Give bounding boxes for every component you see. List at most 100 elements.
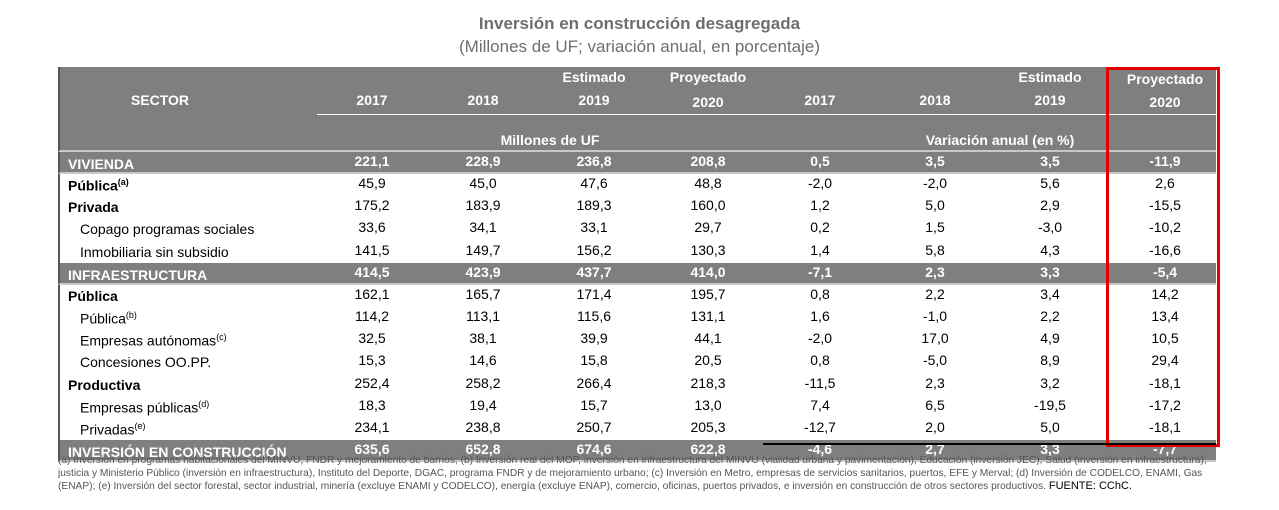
table-cell: -18,1 <box>1149 374 1181 391</box>
header-col-year: 2020 <box>692 94 724 110</box>
table-cell: 29,4 <box>1151 352 1179 369</box>
table-cell: 2,2 <box>1040 307 1060 324</box>
row-label: Empresas autónomas(c) <box>80 332 227 349</box>
table-cell: 228,9 <box>465 153 501 169</box>
table-cell: 622,8 <box>690 441 726 458</box>
table-cell: 6,5 <box>925 396 945 413</box>
table-cell: 2,3 <box>925 374 945 391</box>
footnote: (a) Inversión en programas habitacionale… <box>58 454 1218 493</box>
table-cell: 5,8 <box>925 241 945 258</box>
table-cell: 183,9 <box>465 197 501 214</box>
table-cell: 674,6 <box>576 441 612 458</box>
table-cell: 4,3 <box>1040 241 1060 258</box>
table-cell: 10,5 <box>1151 330 1179 347</box>
table-cell: 437,7 <box>576 263 612 280</box>
table-cell: 15,8 <box>580 352 608 369</box>
row-label-text: INFRAESTRUCTURA <box>68 266 208 283</box>
row-label: Pública <box>68 288 118 304</box>
table-cell: 114,2 <box>355 307 389 324</box>
row-label: INFRAESTRUCTURA <box>68 267 207 283</box>
row-label: Concesiones OO.PP. <box>80 354 211 370</box>
row-label: Productiva <box>68 377 140 393</box>
table-bottom-line <box>763 443 1216 445</box>
table-cell: 234,1 <box>354 418 390 435</box>
table-cell: 141,5 <box>354 241 390 258</box>
table-cell: 1,4 <box>810 241 830 258</box>
footnote-ref: (c) <box>216 332 227 343</box>
units-variation: Variación anual (en %) <box>925 132 1075 148</box>
table-cell: 2,9 <box>1040 197 1060 214</box>
row-label-text: INVERSIÓN EN CONSTRUCCIÓN <box>68 444 287 461</box>
table-cell: 149,7 <box>465 241 501 258</box>
table-cell: 0,5 <box>810 153 830 169</box>
table-header: SECTOR 2017 2018 Estimado 2019 Proyectado 202… <box>58 67 1216 131</box>
table-row: Privada 175,2 183,9 189,3 160,0 1,2 5,0 2,9 -15,… <box>58 196 1216 219</box>
table-cell: 131,1 <box>690 307 726 324</box>
header-sector: SECTOR <box>130 92 190 108</box>
table-cell: -16,6 <box>1149 241 1181 258</box>
table-cell: -19,5 <box>1034 396 1066 413</box>
table-cell: 32,5 <box>358 330 386 347</box>
row-label-text: Concesiones OO.PP. <box>80 354 212 371</box>
table-cell: -15,5 <box>1149 197 1181 214</box>
table-row: Pública(a) 45,9 45,0 47,6 48,8 -2,0 -2,0 5,6 2,6 <box>58 174 1216 197</box>
row-label-text: Empresas autónomas <box>80 332 217 349</box>
table-cell: 4,9 <box>1040 330 1060 347</box>
table-row: Inmobiliaria sin subsidio 141,5 149,7 156,2… <box>58 240 1216 263</box>
table-cell: 1,6 <box>810 307 830 324</box>
table-section-row: VIVIENDA 221,1 228,9 236,8 208,8 0,5 3,5 3,5 -11… <box>58 152 1216 174</box>
table-cell: -5,4 <box>1152 263 1178 280</box>
table-cell: 195,7 <box>690 285 726 302</box>
table-cell: 266,4 <box>576 374 612 391</box>
table-cell: -5,0 <box>922 352 948 369</box>
header-col-qualifier: Proyectado <box>1126 71 1204 87</box>
table-row: Empresas públicas(d) 18,3 19,4 15,7 13,0 7,4 6… <box>58 395 1216 418</box>
row-label-text: Empresas públicas <box>80 399 199 416</box>
table-cell: 3,5 <box>1040 153 1060 169</box>
footnote-ref: (d) <box>198 398 210 409</box>
table-cell: 8,9 <box>1040 352 1060 369</box>
table-cell: 635,6 <box>354 441 390 458</box>
header-col-qualifier: Estimado <box>562 69 626 85</box>
row-label: Empresas públicas(d) <box>80 399 209 416</box>
table-cell: 2,7 <box>925 441 945 458</box>
row-label-text: Pública <box>68 177 118 194</box>
footnote-ref: (b) <box>125 309 137 320</box>
table-cell: 45,9 <box>358 175 386 191</box>
table-cell: 236,8 <box>576 153 612 169</box>
units-row: Millones de UF Variación anual (en %) <box>58 131 1216 152</box>
table-cell: 115,6 <box>577 307 611 324</box>
table-cell: 2,0 <box>925 418 945 435</box>
table-cell: 33,1 <box>580 219 608 236</box>
row-label-text: Privadas <box>80 421 135 438</box>
table-cell: 15,3 <box>358 352 386 369</box>
table-cell: -3,0 <box>1037 219 1063 236</box>
header-underline <box>317 114 1216 115</box>
table-cell: 39,9 <box>580 330 608 347</box>
table-cell: 1,5 <box>925 219 945 236</box>
table-cell: 221,1 <box>354 153 390 169</box>
table-cell: 48,8 <box>694 175 722 191</box>
table-row: Privadas(e) 234,1 238,8 250,7 205,3 -12,7 2,0 5… <box>58 417 1216 441</box>
table-row: Concesiones OO.PP. 15,3 14,6 15,8 20,5 0,8 -5,… <box>58 351 1216 374</box>
header-col-year: 2018 <box>467 92 499 108</box>
table-cell: 2,3 <box>925 263 945 280</box>
table-cell: 45,0 <box>469 175 497 191</box>
table-cell: 20,5 <box>694 352 722 369</box>
row-label-text: Inmobiliaria sin subsidio <box>80 243 229 260</box>
row-label: Pública(a) <box>68 177 129 194</box>
table-row: Pública(b) 114,2 113,1 115,6 131,1 1,6 -1,0 2,2… <box>58 306 1216 330</box>
table-cell: 156,2 <box>576 241 612 258</box>
table-cell: 414,5 <box>354 263 390 280</box>
header-col-year: 2019 <box>578 92 610 108</box>
table-cell: 3,2 <box>1040 374 1060 391</box>
table-cell: 2,6 <box>1155 175 1175 191</box>
table-subtitle: (Millones de UF; variación anual, en por… <box>459 37 820 56</box>
header-col-year: 2018 <box>919 92 951 108</box>
header-col-year: 2017 <box>804 92 836 108</box>
row-label: Inmobiliaria sin subsidio <box>80 244 229 260</box>
table-cell: -12,7 <box>804 418 836 435</box>
table-cell: 160,0 <box>690 197 726 214</box>
table-cell: 175,2 <box>354 197 390 214</box>
table-row: Copago programas sociales 33,6 34,1 33,1 29,… <box>58 218 1216 241</box>
